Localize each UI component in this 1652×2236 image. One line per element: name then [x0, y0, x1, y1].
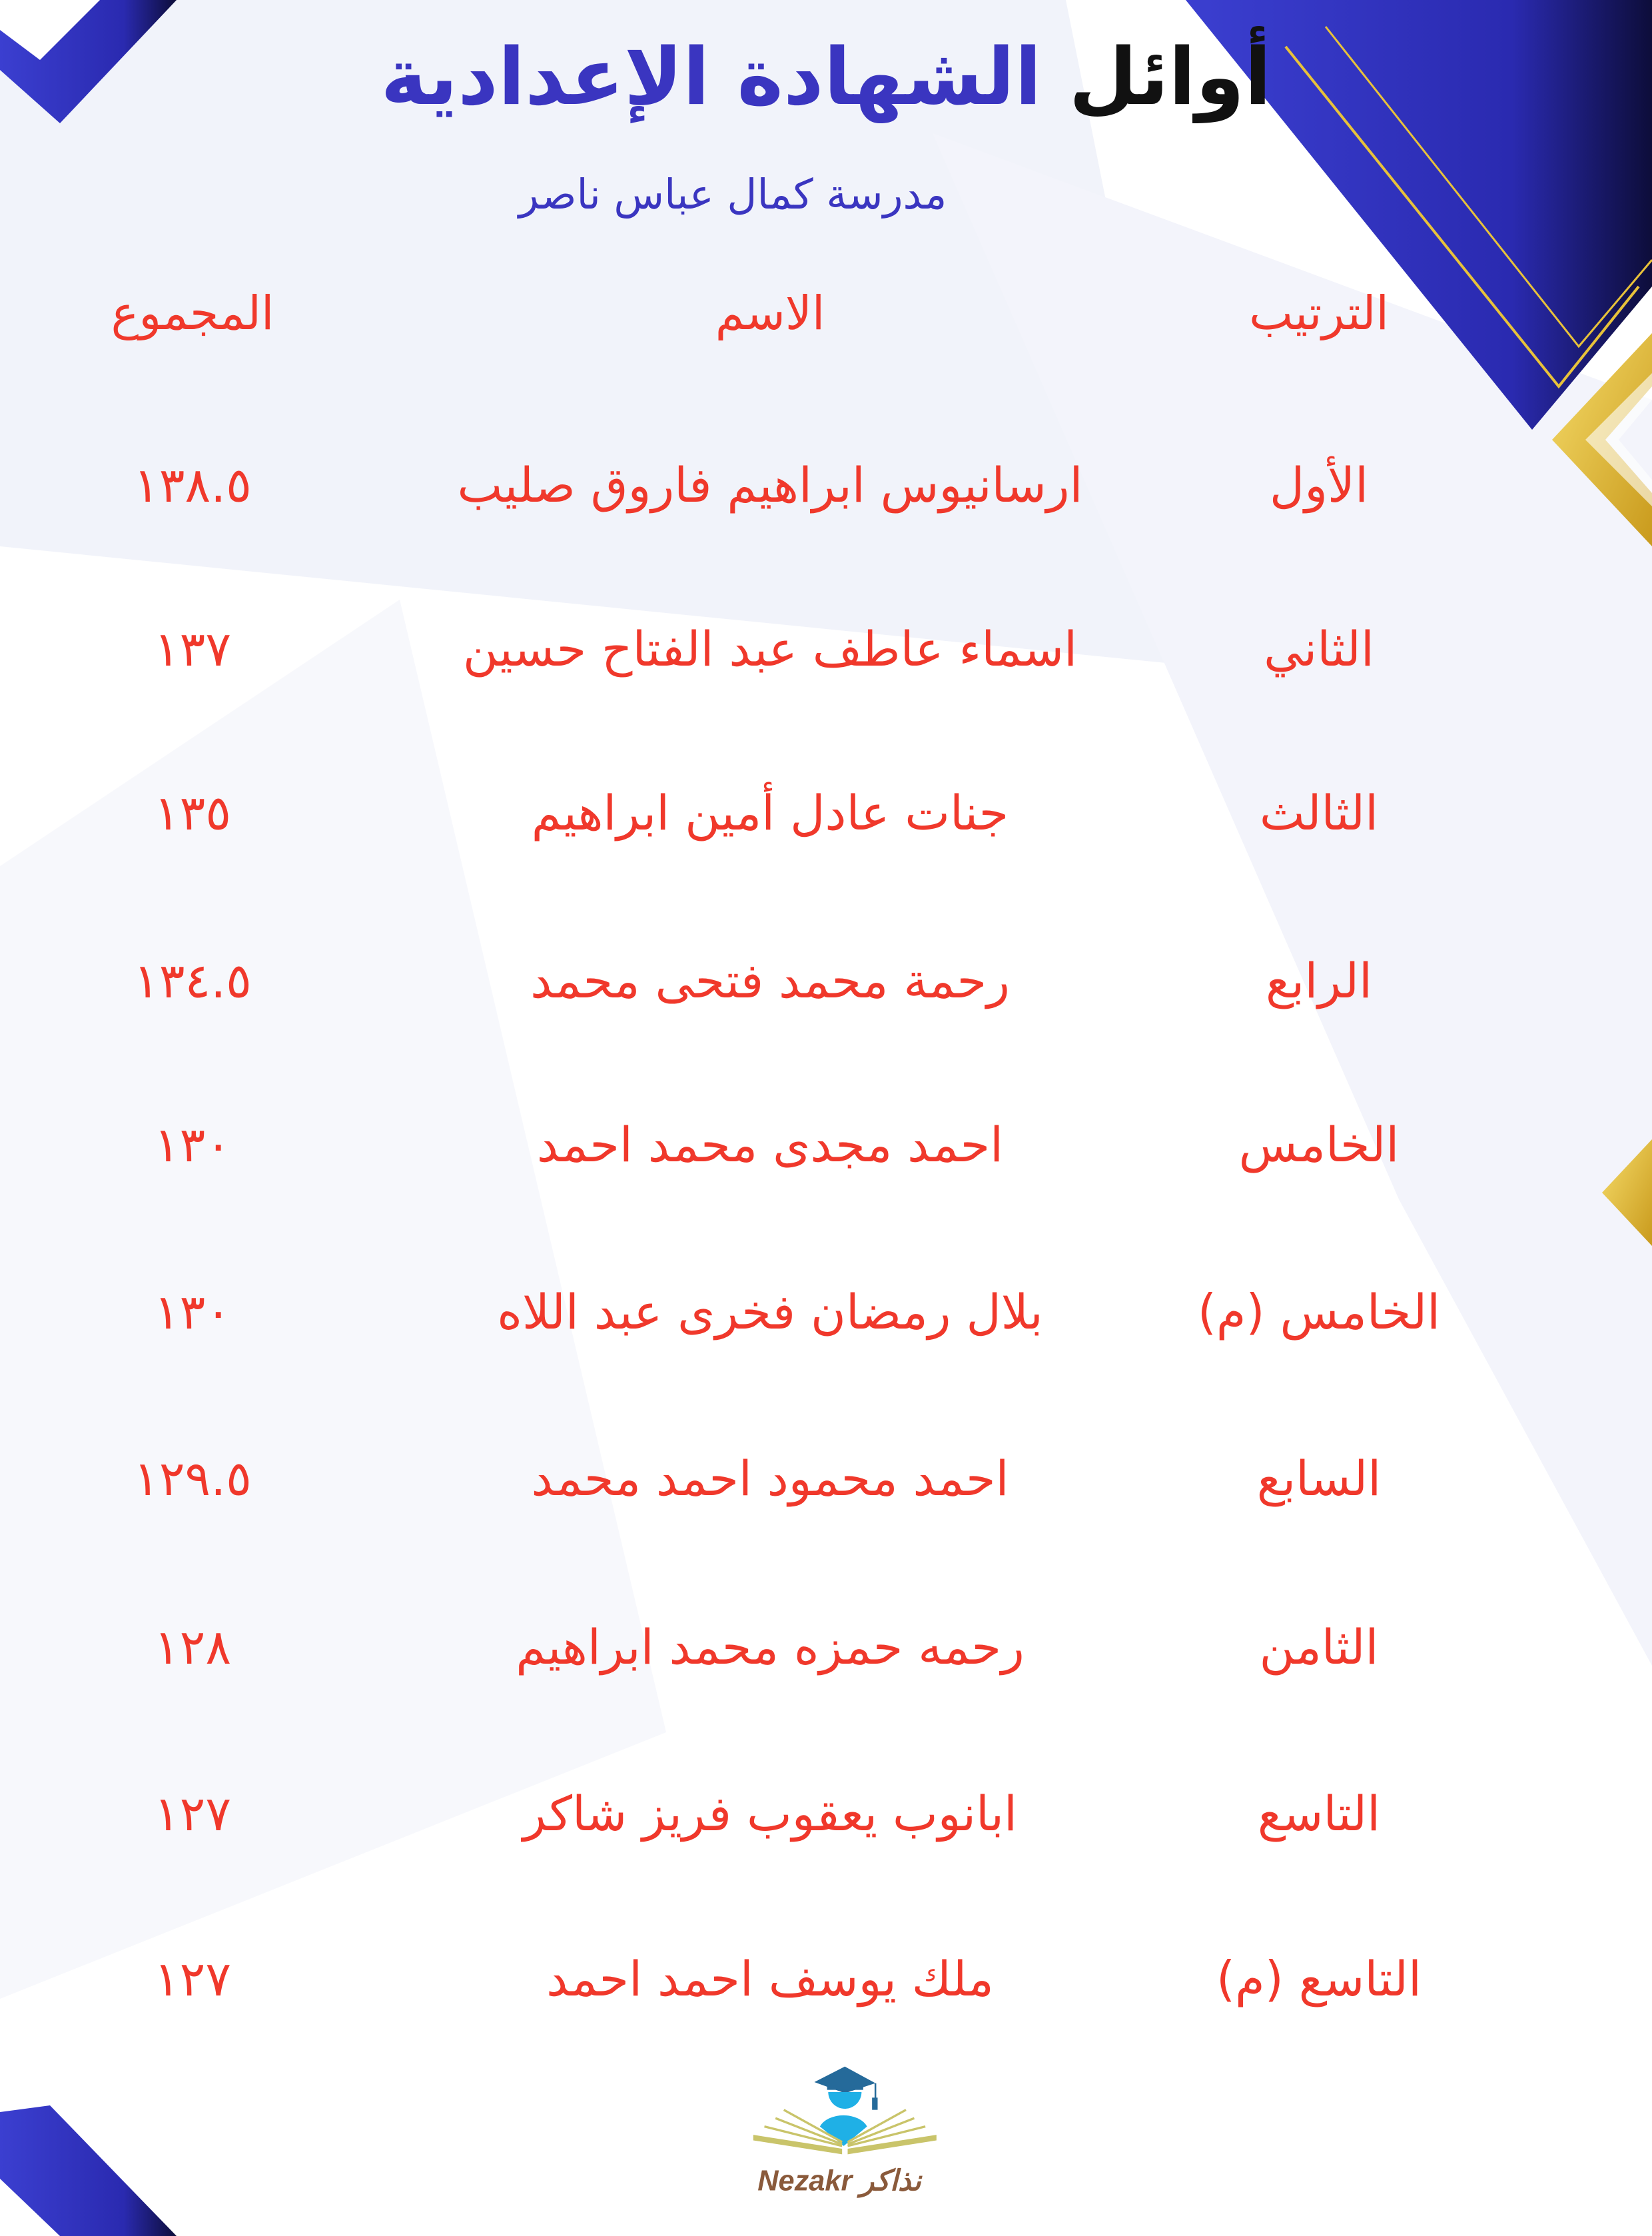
name-cell: بلال رمضان فخرى عبد اللاه [497, 1284, 1043, 1340]
rank-cell: الثاني [1264, 621, 1374, 677]
rank-cell: الرابع [1265, 953, 1373, 1009]
column-header-rank: الترتيب [1249, 286, 1389, 340]
page-title: أوائل الشهادة الإعدادية [0, 27, 1652, 127]
table-header: الترتيب الاسم المجموع [0, 273, 1652, 353]
name-cell: احمد مجدى محمد احمد [536, 1117, 1004, 1173]
table-row: الأول ارسانيوس ابراهيم فاروق صليب ١٣٨.٥ [0, 445, 1652, 525]
column-header-total: المجموع [111, 286, 274, 340]
table-row: السابع احمد محمود احمد محمد ١٢٩.٥ [0, 1438, 1652, 1518]
rank-cell: الخامس [1238, 1117, 1400, 1173]
table-row: الثامن رحمه حمزه محمد ابراهيم ١٢٨ [0, 1607, 1652, 1687]
total-cell: ١٣٠ [153, 1284, 231, 1340]
table-row: الخامس احمد مجدى محمد احمد ١٣٠ [0, 1105, 1652, 1185]
logo-text: Nezakr نذاكر [757, 2165, 923, 2199]
right-gold-decoration [1602, 1139, 1652, 1246]
name-cell: ارسانيوس ابراهيم فاروق صليب [457, 457, 1083, 513]
name-cell: اسماء عاطف عبد الفتاح حسين [462, 621, 1078, 677]
total-cell: ١٢٨ [153, 1619, 231, 1675]
school-name: مدرسة كمال عباس ناصر [518, 170, 947, 219]
rank-cell: الثامن [1259, 1619, 1379, 1675]
top-left-corner-decoration [0, 0, 177, 123]
total-cell: ١٢٧ [153, 1786, 231, 1842]
name-cell: رحمه حمزه محمد ابراهيم [516, 1619, 1025, 1675]
total-cell: ١٣٤.٥ [133, 953, 252, 1009]
total-cell: ١٢٩.٥ [133, 1450, 252, 1506]
nezakr-logo: Nezakr نذاكر [753, 2066, 937, 2199]
title-part-2: الشهادة الإعدادية [380, 31, 1042, 123]
table-row: التاسع (م) ملك يوسف احمد احمد ١٢٧ [0, 1939, 1652, 2019]
rank-cell: الثالث [1259, 785, 1379, 841]
table-row: التاسع ابانوب يعقوب فريز شاكر ١٢٧ [0, 1774, 1652, 1854]
name-cell: ملك يوسف احمد احمد [546, 1951, 994, 2007]
top-right-corner-decoration [1186, 0, 1652, 546]
total-cell: ١٣٠ [153, 1117, 231, 1173]
total-cell: ١٣٨.٥ [133, 457, 252, 513]
rank-cell: التاسع (م) [1216, 1951, 1422, 2007]
rank-cell: التاسع [1257, 1786, 1381, 1842]
column-header-name: الاسم [715, 286, 825, 340]
table-row: الثاني اسماء عاطف عبد الفتاح حسين ١٣٧ [0, 609, 1652, 689]
table-row: الرابع رحمة محمد فتحى محمد ١٣٤.٥ [0, 941, 1652, 1021]
title-part-1: أوائل [1068, 31, 1272, 123]
name-cell: رحمة محمد فتحى محمد [530, 953, 1010, 1009]
rank-cell: السابع [1256, 1450, 1382, 1506]
table-row: الثالث جنات عادل أمين ابراهيم ١٣٥ [0, 773, 1652, 853]
name-cell: جنات عادل أمين ابراهيم [531, 785, 1009, 841]
name-cell: احمد محمود احمد محمد [531, 1450, 1009, 1506]
rank-cell: الخامس (م) [1197, 1284, 1441, 1340]
bottom-left-corner-decoration [0, 2105, 177, 2236]
total-cell: ١٢٧ [153, 1951, 231, 2007]
table-row: الخامس (م) بلال رمضان فخرى عبد اللاه ١٣٠ [0, 1272, 1652, 1352]
rank-cell: الأول [1269, 457, 1369, 513]
graduate-book-icon [753, 2066, 937, 2155]
total-cell: ١٣٥ [153, 785, 231, 841]
total-cell: ١٣٧ [153, 621, 231, 677]
name-cell: ابانوب يعقوب فريز شاكر [522, 1786, 1017, 1842]
